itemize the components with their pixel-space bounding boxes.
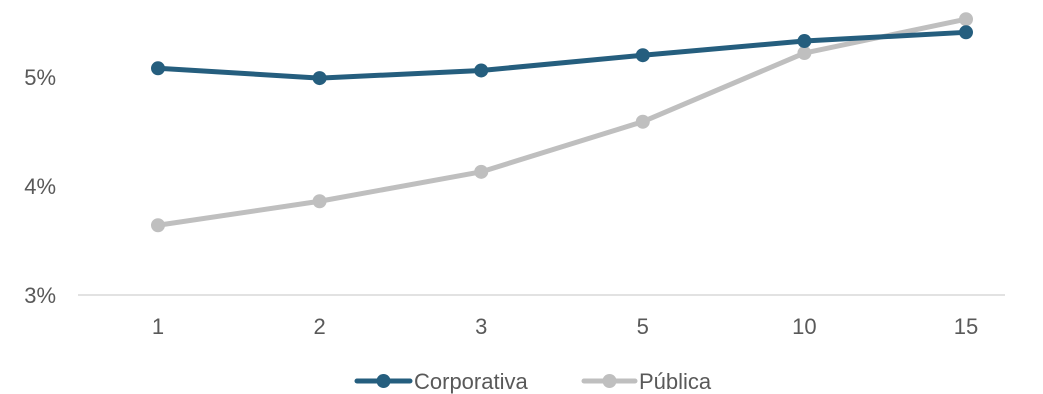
y-axis-tick-labels: 3% 4% 5% <box>24 65 56 308</box>
legend-label: Corporativa <box>414 369 528 394</box>
data-point <box>635 48 650 63</box>
x-tick-label: 1 <box>152 314 164 339</box>
legend-marker <box>602 374 617 388</box>
legend: Corporativa Pública <box>354 369 712 394</box>
series-line <box>155 29 969 81</box>
data-point <box>151 218 165 233</box>
legend-item-publica: Pública <box>581 369 712 394</box>
data-point <box>797 34 812 49</box>
x-tick-label: 2 <box>313 314 325 339</box>
legend-label: Pública <box>639 369 712 394</box>
series-publica <box>151 12 973 233</box>
y-tick-label: 4% <box>24 174 56 199</box>
data-point <box>635 114 650 129</box>
x-tick-label: 3 <box>475 314 487 339</box>
data-point <box>474 164 489 179</box>
x-tick-label: 15 <box>954 314 978 339</box>
legend-marker <box>376 374 391 388</box>
legend-item-corporativa: Corporativa <box>354 369 528 394</box>
data-point <box>151 61 165 76</box>
data-point <box>474 63 489 78</box>
data-point <box>797 46 812 61</box>
y-tick-label: 3% <box>24 283 56 308</box>
series-corporativa <box>151 25 973 86</box>
x-tick-label: 5 <box>637 314 649 339</box>
x-tick-label: 10 <box>792 314 816 339</box>
data-point <box>312 194 327 209</box>
data-point <box>959 12 973 27</box>
data-point <box>959 25 973 40</box>
x-axis-tick-labels: 1 2 3 5 10 15 <box>152 314 978 339</box>
y-tick-label: 5% <box>24 65 56 90</box>
series-line <box>155 16 969 228</box>
data-point <box>312 71 327 86</box>
series-layer <box>151 12 973 233</box>
